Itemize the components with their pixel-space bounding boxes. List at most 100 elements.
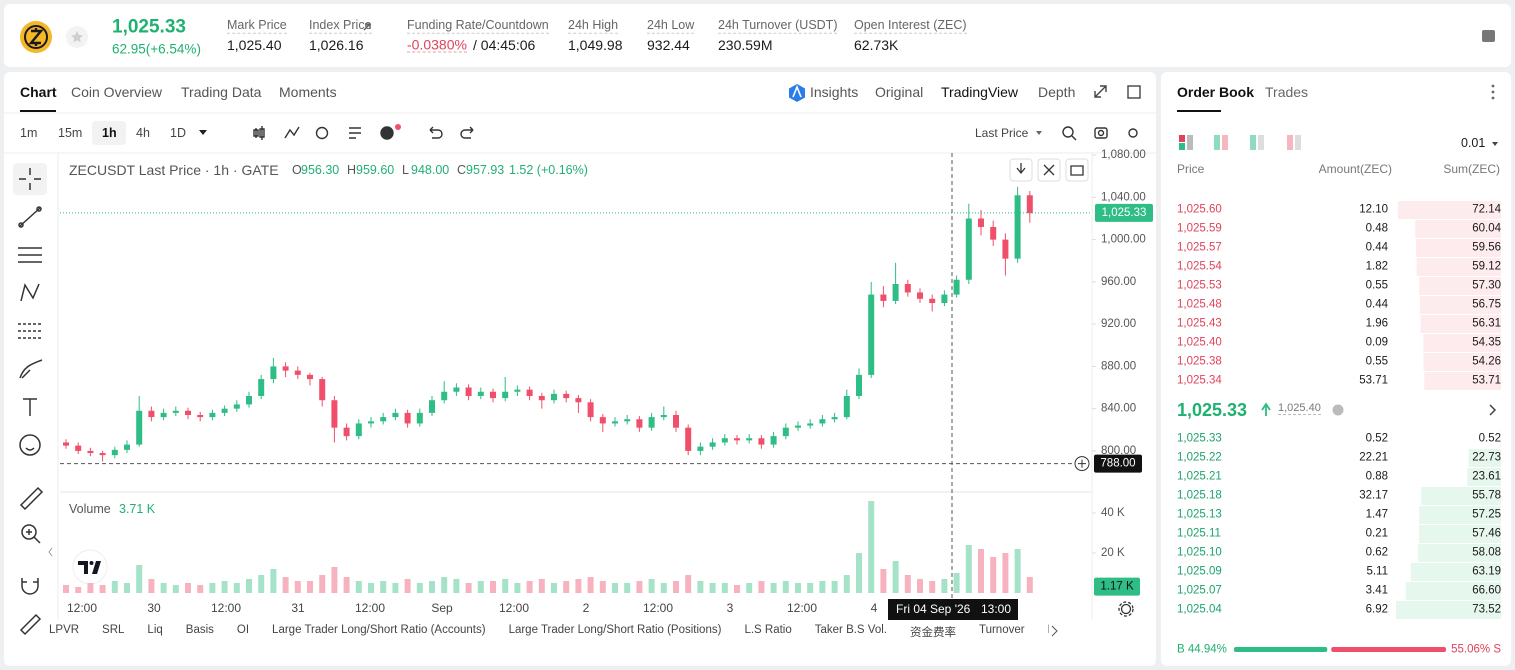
- row-price[interactable]: 1,025.54: [1177, 260, 1222, 273]
- row-amount: 1.96: [1365, 317, 1388, 330]
- row-price[interactable]: 1,025.18: [1177, 489, 1222, 502]
- interval[interactable]: 4h: [136, 125, 150, 140]
- row-price[interactable]: 1,025.57: [1177, 241, 1222, 254]
- row-price[interactable]: 1,025.09: [1177, 565, 1222, 578]
- indicator[interactable]: Taker B.S Vol.: [814, 624, 887, 636]
- chart-tab[interactable]: Moments: [279, 84, 337, 100]
- indicator[interactable]: 资金费率: [909, 627, 956, 639]
- indicator[interactable]: Liq: [147, 624, 163, 636]
- row-price[interactable]: 1,025.59: [1177, 222, 1222, 235]
- depth-bar: [1419, 296, 1501, 314]
- candle-body: [526, 389, 533, 396]
- candle-body: [246, 395, 252, 405]
- row-price[interactable]: 1,025.04: [1177, 603, 1222, 616]
- candle-body: [746, 438, 753, 441]
- chart-tab[interactable]: Chart: [20, 84, 57, 100]
- row-price[interactable]: 1,025.40: [1177, 336, 1222, 349]
- row-price[interactable]: 1,025.43: [1177, 317, 1222, 330]
- row-price[interactable]: 1,025.38: [1177, 355, 1222, 368]
- candle-body: [404, 412, 411, 424]
- candle-body: [673, 414, 679, 428]
- overlay-button[interactable]: [1065, 158, 1089, 182]
- stat-label: 24h High: [568, 17, 619, 34]
- drawing-tools[interactable]: [18, 168, 44, 636]
- book-tab[interactable]: Trades: [1265, 84, 1309, 100]
- indicator[interactable]: Turnover: [978, 624, 1025, 636]
- volume-bar: [197, 585, 204, 593]
- interval[interactable]: 1D: [170, 125, 186, 140]
- candle-body: [892, 283, 899, 301]
- depth-bar: [1419, 277, 1501, 295]
- fullscreen-icon[interactable]: [1094, 85, 1107, 98]
- insights-icon[interactable]: [789, 84, 805, 102]
- volume-bar: [209, 583, 216, 593]
- indicator[interactable]: L.S Ratio: [744, 624, 792, 636]
- more-icon[interactable]: [1491, 84, 1495, 100]
- book-layout-icons[interactable]: [1179, 135, 1301, 150]
- row-sum: 56.31: [1472, 317, 1501, 330]
- ohlc-key: O: [292, 162, 302, 177]
- candle-body: [477, 391, 484, 396]
- dropdown-icon[interactable]: [199, 130, 207, 135]
- scroll-right-icon[interactable]: [1051, 625, 1058, 637]
- volume-bar: [807, 583, 814, 593]
- row-amount: 0.44: [1365, 298, 1388, 311]
- view-option[interactable]: Depth: [1038, 84, 1076, 100]
- row-amount: 3.41: [1365, 584, 1388, 597]
- row-price[interactable]: 1,025.13: [1177, 508, 1222, 521]
- favorite-star[interactable]: [66, 26, 88, 48]
- volume-bar: [587, 577, 594, 593]
- row-sum: 53.71: [1472, 374, 1501, 387]
- indicator[interactable]: Large Trader Long/Short Ratio (Positions…: [508, 624, 722, 636]
- candle-body: [1014, 195, 1021, 259]
- volume-value: 3.71 K: [119, 501, 156, 516]
- row-price[interactable]: 1,025.11: [1177, 527, 1221, 540]
- row-price[interactable]: 1,025.21: [1177, 470, 1222, 483]
- buy-ratio: B 44.94%: [1177, 643, 1227, 656]
- index-link-icon[interactable]: [363, 23, 371, 31]
- interval[interactable]: 15m: [58, 125, 83, 140]
- row-amount: 6.92: [1365, 603, 1388, 616]
- volume-bar: [685, 575, 692, 593]
- notes-icon[interactable]: [1482, 30, 1495, 42]
- interval[interactable]: 1h: [102, 125, 117, 140]
- book-tab[interactable]: Order Book: [1177, 84, 1255, 100]
- chart-toolbar-icons[interactable]: [253, 126, 1138, 141]
- row-price[interactable]: 1,025.10: [1177, 546, 1222, 559]
- collapse-icon[interactable]: [48, 547, 53, 557]
- interval[interactable]: 1m: [20, 125, 38, 140]
- price-source[interactable]: Last Price: [975, 126, 1029, 140]
- indicator[interactable]: OI: [236, 624, 250, 636]
- candle-body: [819, 419, 826, 424]
- dropdown-icon[interactable]: [1492, 142, 1498, 146]
- row-price[interactable]: 1,025.22: [1177, 451, 1222, 464]
- row-price[interactable]: 1,025.33: [1177, 432, 1222, 445]
- view-option[interactable]: Insights: [810, 84, 859, 100]
- indicator[interactable]: Large Trader Long/Short Ratio (Accounts): [272, 624, 486, 636]
- window-icon[interactable]: [1127, 85, 1141, 99]
- chart-tab[interactable]: Trading Data: [181, 84, 262, 100]
- candle-body: [185, 410, 191, 415]
- view-option[interactable]: Original: [875, 84, 924, 100]
- volume-bar: [990, 557, 997, 593]
- volume-tick-label: 20 K: [1101, 547, 1125, 559]
- row-price[interactable]: 1,025.34: [1177, 374, 1222, 387]
- row-price[interactable]: 1,025.60: [1177, 203, 1222, 216]
- settings-icon[interactable]: [1118, 601, 1134, 617]
- chart-tab[interactable]: Coin Overview: [71, 84, 163, 100]
- notification-dot: [395, 124, 401, 130]
- last-price: 1,025.33: [112, 16, 186, 38]
- expand-icon[interactable]: [1489, 404, 1497, 416]
- indicator[interactable]: Basis: [185, 624, 214, 636]
- row-price[interactable]: 1,025.53: [1177, 279, 1222, 292]
- depth-bar: [1405, 582, 1501, 600]
- view-option[interactable]: TradingView: [941, 84, 1019, 100]
- dropdown-icon[interactable]: [1036, 131, 1042, 135]
- indicator[interactable]: SRL: [102, 624, 125, 636]
- indicator[interactable]: MA: [1048, 624, 1049, 640]
- indicator[interactable]: LPVR: [49, 624, 80, 636]
- row-price[interactable]: 1,025.48: [1177, 298, 1222, 311]
- volume-bar: [136, 565, 143, 593]
- row-price[interactable]: 1,025.07: [1177, 584, 1222, 597]
